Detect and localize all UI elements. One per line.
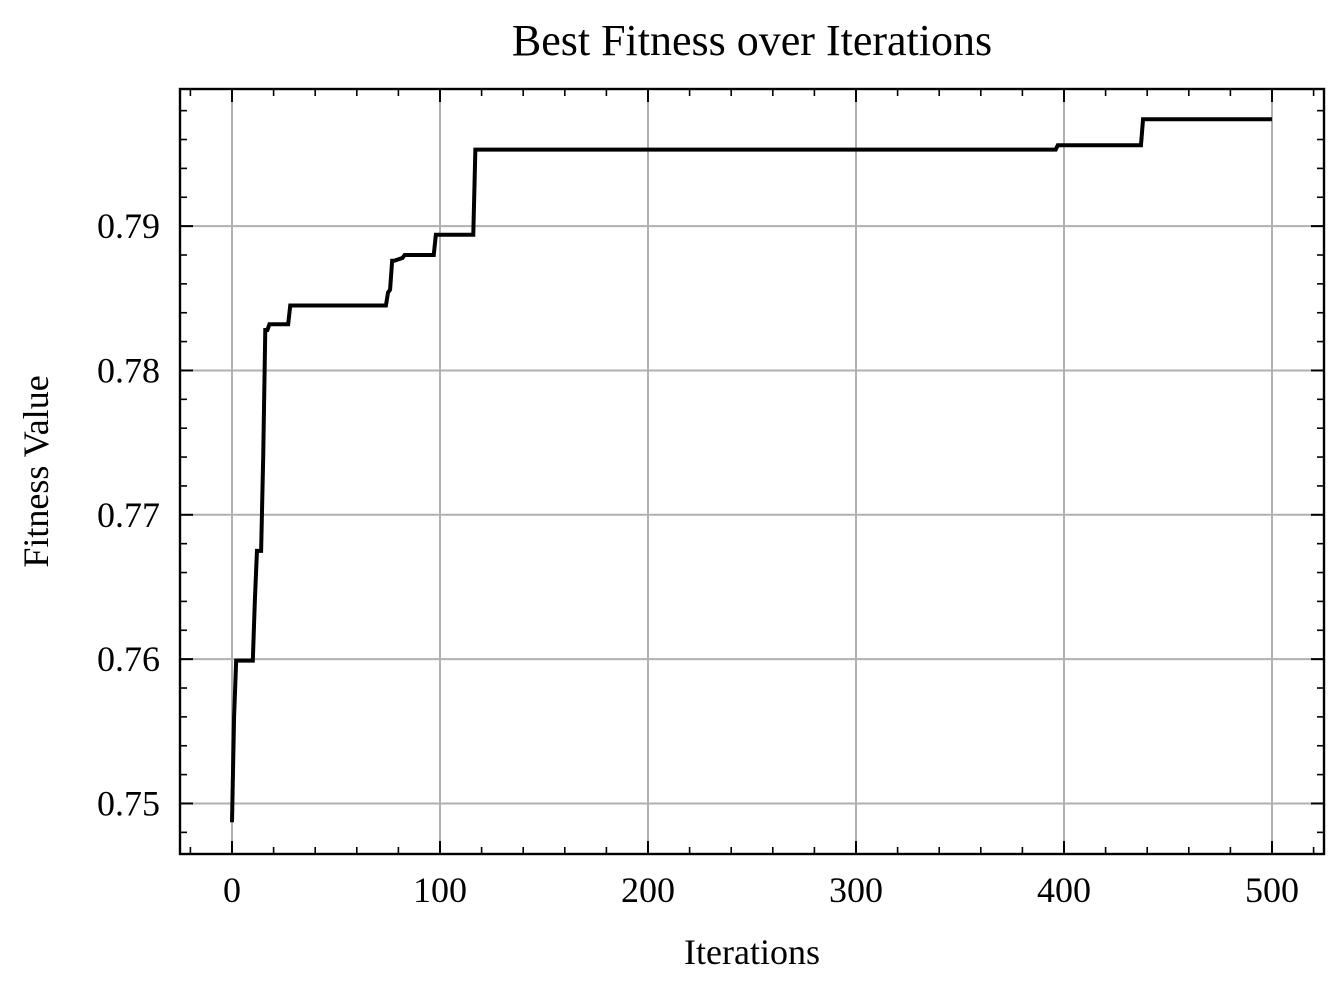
y-axis-label: Fitness Value xyxy=(16,375,56,567)
plot-frame xyxy=(178,87,1326,856)
x-tick-label: 300 xyxy=(829,870,883,910)
tick-layer xyxy=(180,89,1324,854)
x-tick-label: 200 xyxy=(621,870,675,910)
y-tick-label: 0.76 xyxy=(97,639,160,679)
y-tick-label: 0.78 xyxy=(97,350,160,390)
x-axis-label: Iterations xyxy=(684,932,820,972)
tick-label-layer: 0 100 200 300 400 500 0.75 0.76 0.77 0.78 0.79 xyxy=(97,206,1299,910)
x-tick-label: 0 xyxy=(223,870,241,910)
y-tick-label: 0.79 xyxy=(97,206,160,246)
chart-title: Best Fitness over Iterations xyxy=(512,16,992,65)
y-tick-label: 0.75 xyxy=(97,783,160,823)
fitness-series-line xyxy=(230,117,1272,823)
x-tick-label: 500 xyxy=(1245,870,1299,910)
x-tick-label: 100 xyxy=(413,870,467,910)
y-tick-label: 0.77 xyxy=(97,495,160,535)
series-layer xyxy=(230,117,1272,823)
grid-layer xyxy=(180,89,1324,854)
x-tick-label: 400 xyxy=(1037,870,1091,910)
